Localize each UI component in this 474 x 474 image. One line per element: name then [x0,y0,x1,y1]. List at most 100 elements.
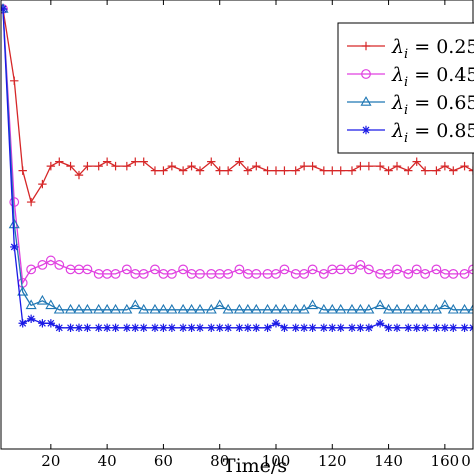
series-1-point [243,166,253,175]
tick-layer: 20 40 60 80 100 120 140 160 0 [41,0,471,470]
x-tick-label: 40 [98,452,117,470]
x-tick-label: 0 [461,452,471,470]
series-3-point [467,303,473,314]
series-1-point [207,157,216,166]
series-3-point [8,218,20,229]
series-1-point [432,166,441,175]
series-2-point [335,264,346,275]
series-2-point [45,255,56,266]
series-3-point [374,299,386,310]
series-2-point [26,264,37,275]
series-3-point [346,303,358,314]
legend-entry-2: λi = 0.450 [347,64,474,90]
series-4-point [159,323,168,332]
series-1-point [375,161,385,171]
series-3-point [36,294,48,305]
series-1 [1,4,473,207]
series-1-point [83,161,92,171]
series-2-point [347,264,357,275]
series-4-point [375,319,385,328]
series-4-point [299,323,309,332]
x-tick-label: 140 [374,452,403,470]
series-3-point [25,299,37,310]
series-4-point [26,314,36,323]
series-1-point [420,166,430,175]
series-3-point [157,303,169,314]
series-1-point [94,161,103,171]
series-2-point [459,268,470,279]
series-2-point [271,268,281,279]
series-3-point [242,303,254,314]
series-1-point [102,157,112,166]
legend-subscript: i [404,103,408,118]
series-1-point [235,157,244,166]
series-3-point [101,303,113,314]
series-1-point [74,170,84,180]
series-3-point [419,303,431,314]
legend-subscript: i [404,47,408,62]
series-1-point [150,166,160,175]
x-tick-label: 80 [210,452,229,470]
series-2-point [9,197,20,207]
series-2-line [2,8,473,285]
series-1-point [195,166,205,175]
series-4-point [404,323,413,332]
legend-symbol: λ [391,92,404,114]
series-3-point [383,303,395,314]
series-1-point [18,166,27,175]
series-3-point [17,285,29,296]
series-2-point [448,268,459,279]
series-3-point [278,303,290,314]
series-3-point [270,303,282,314]
series-4-point [328,323,337,332]
x-tick-label: 100 [262,452,291,470]
series-1-point [46,161,56,171]
series-4-point [308,323,317,332]
series-1-point [328,166,337,175]
series-3-point [194,303,206,314]
legend-label: λi = 0.850 [391,120,474,146]
series-1-point [299,161,309,171]
legend-label: λi = 0.650 [391,92,474,118]
series-4-point [10,242,19,252]
series-3-point [93,303,105,314]
series-1-point [178,166,188,175]
legend-value: = 0.650 [408,92,474,114]
legend-marker [361,41,371,51]
series-2-point [234,264,245,275]
series-3-point [262,303,274,314]
series-2-point [468,264,473,275]
series-1-point [356,161,365,171]
x-tick-label: 160 [431,452,460,470]
series-2-point [403,268,414,279]
series-3-point [290,303,302,314]
series-4-point [102,323,112,332]
legend-entry-3: λi = 0.650 [347,92,474,118]
legend-marker [361,125,371,135]
series-1-point [38,179,47,189]
series-4-point [66,323,75,332]
series-2-point [150,264,160,275]
series-4-point [252,323,261,332]
legend-label: λi = 0.250 [391,36,474,62]
series-3 [1,3,473,314]
series-1-point [223,166,233,175]
series-1-point [131,157,140,166]
series-4-point [215,323,224,332]
series-4-point [263,323,272,332]
series-2-point [110,268,121,279]
legend-subscript: i [404,131,408,146]
series-1-point [364,161,374,171]
series-4-point [271,319,281,328]
series-1-point [460,161,469,171]
series-3-point [354,303,366,314]
series-3-point [222,303,234,314]
series-1-point [412,157,421,166]
series-4-point [18,319,27,328]
series-4-point [111,323,120,332]
series-4-point [392,323,402,332]
series-2-point [178,264,189,275]
series-1-point [271,166,281,175]
series-1-point [336,166,345,175]
series-1-point [404,166,413,175]
